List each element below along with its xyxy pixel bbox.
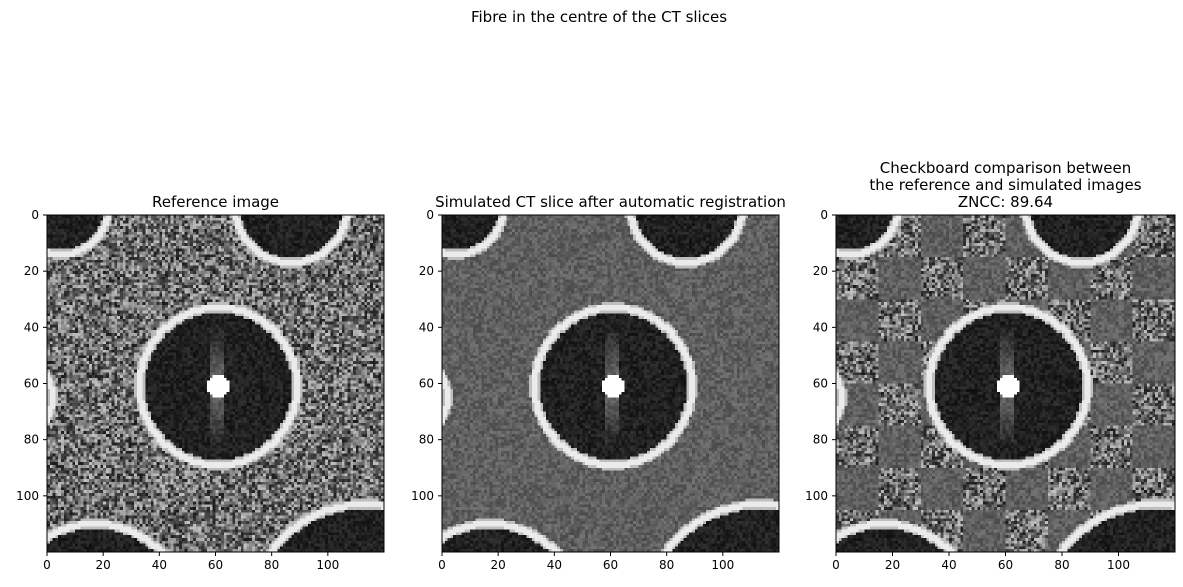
x-tick-label: 0 (438, 558, 446, 572)
x-tick-label: 100 (1107, 558, 1130, 572)
y-tick-label: 0 (426, 208, 434, 222)
x-tick-label: 0 (43, 558, 51, 572)
x-tick-label: 20 (885, 558, 900, 572)
x-tick-label: 40 (152, 558, 167, 572)
y-tick-label: 20 (419, 264, 434, 278)
ct-slice-image (47, 215, 384, 552)
y-tick-label: 0 (31, 208, 39, 222)
panel-title-line: ZNCC: 89.64 (958, 193, 1053, 211)
x-tick-label: 20 (96, 558, 111, 572)
y-tick-label: 40 (24, 320, 39, 334)
x-tick-label: 60 (208, 558, 223, 572)
y-tick-label: 100 (16, 489, 39, 503)
y-tick-label: 40 (813, 320, 828, 334)
x-tick-label: 40 (547, 558, 562, 572)
y-tick-label: 0 (820, 208, 828, 222)
x-tick-label: 100 (316, 558, 339, 572)
figure-suptitle: Fibre in the centre of the CT slices (471, 8, 727, 26)
panel-title-line: Reference image (152, 193, 279, 211)
y-tick-label: 40 (419, 320, 434, 334)
y-tick-label: 60 (419, 377, 434, 391)
panel-title-line: the reference and simulated images (869, 176, 1141, 194)
y-tick-label: 100 (411, 489, 434, 503)
x-tick-label: 0 (832, 558, 840, 572)
y-tick-label: 100 (805, 489, 828, 503)
x-tick-label: 60 (603, 558, 618, 572)
ct-slice-image (836, 215, 1175, 552)
y-tick-label: 60 (24, 377, 39, 391)
x-tick-label: 80 (1054, 558, 1069, 572)
y-tick-label: 80 (813, 433, 828, 447)
ct-slice-image (442, 215, 779, 552)
panel-title-line: Simulated CT slice after automatic regis… (435, 193, 786, 211)
image-panel-2: Simulated CT slice after automatic regis… (411, 193, 786, 572)
y-tick-label: 80 (24, 433, 39, 447)
x-tick-label: 80 (264, 558, 279, 572)
y-tick-label: 80 (419, 433, 434, 447)
image-panel-1: Reference image 0 20 40 60 80 100 0 20 40 60 80 100 (16, 193, 385, 572)
y-tick-label: 60 (813, 377, 828, 391)
x-tick-label: 80 (659, 558, 674, 572)
x-tick-label: 100 (711, 558, 734, 572)
x-tick-label: 20 (491, 558, 506, 572)
x-tick-label: 40 (941, 558, 956, 572)
panel-title-line: Checkboard comparison between (880, 159, 1131, 177)
y-tick-label: 20 (813, 264, 828, 278)
y-tick-label: 20 (24, 264, 39, 278)
x-tick-label: 60 (998, 558, 1013, 572)
